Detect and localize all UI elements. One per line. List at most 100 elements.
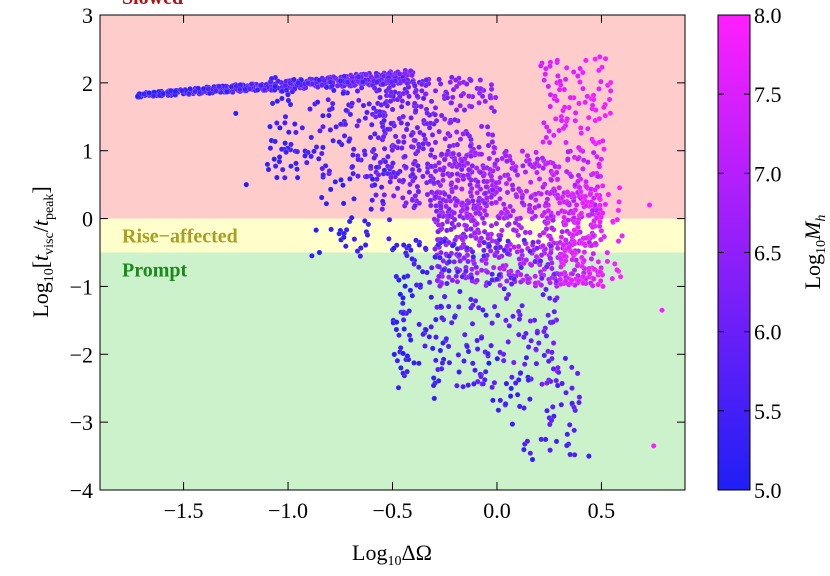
data-point: [591, 195, 597, 201]
data-point: [560, 125, 567, 132]
data-point: [424, 169, 431, 176]
data-point: [449, 94, 456, 101]
data-point: [400, 113, 407, 120]
data-point: [527, 229, 533, 236]
data-point: [370, 105, 377, 111]
data-point: [528, 194, 534, 200]
data-point: [398, 145, 405, 151]
data-point: [592, 186, 599, 193]
data-point: [460, 172, 467, 179]
data-point: [584, 93, 591, 100]
data-point: [586, 114, 592, 121]
data-point: [507, 212, 514, 219]
data-point: [477, 169, 484, 176]
data-point: [482, 190, 489, 196]
data-point: [285, 97, 292, 104]
data-point: [503, 380, 510, 387]
data-point: [456, 151, 462, 158]
data-point: [406, 189, 413, 195]
data-point: [507, 203, 513, 210]
data-point: [409, 171, 416, 178]
data-point: [401, 326, 408, 332]
data-point: [373, 164, 380, 171]
data-point: [343, 107, 349, 114]
data-point: [464, 205, 470, 212]
data-point: [432, 193, 439, 200]
data-point: [323, 84, 330, 91]
data-point: [394, 170, 401, 177]
data-point: [550, 319, 556, 325]
data-point: [465, 199, 472, 206]
data-point: [518, 279, 524, 285]
data-point: [546, 128, 552, 134]
data-point: [562, 76, 569, 83]
data-point: [607, 110, 614, 116]
data-point: [440, 340, 446, 346]
data-point: [454, 141, 461, 148]
y-tick-label: −4: [70, 478, 93, 503]
data-point: [582, 235, 589, 241]
data-point: [459, 158, 465, 164]
data-point: [323, 200, 330, 207]
data-point: [446, 274, 452, 280]
data-point: [302, 153, 308, 159]
data-point: [332, 178, 339, 185]
data-point: [432, 139, 439, 146]
data-point: [521, 361, 528, 368]
data-point: [561, 208, 568, 215]
data-point: [281, 174, 288, 181]
data-point: [527, 248, 533, 255]
data-point: [458, 186, 465, 192]
data-point: [436, 128, 442, 135]
data-point: [449, 242, 456, 249]
data-point: [543, 124, 550, 130]
data-point: [389, 106, 396, 113]
data-point: [316, 249, 323, 256]
data-point: [313, 227, 319, 233]
data-point: [558, 401, 565, 408]
data-point: [179, 87, 185, 94]
data-point: [461, 331, 468, 338]
data-point: [288, 163, 294, 169]
data-point: [547, 255, 554, 262]
data-point: [599, 182, 606, 189]
data-point: [496, 272, 503, 278]
data-point: [362, 115, 369, 121]
data-point: [489, 187, 496, 193]
data-point: [578, 125, 584, 131]
data-point: [541, 77, 548, 83]
data-point: [454, 268, 461, 275]
data-point: [581, 240, 588, 247]
data-point: [491, 379, 498, 386]
data-point: [362, 242, 369, 248]
data-point: [583, 57, 589, 64]
data-point: [326, 168, 333, 174]
data-point: [307, 106, 313, 112]
data-point: [519, 148, 526, 154]
data-point: [560, 241, 567, 248]
data-point: [536, 163, 542, 169]
data-point: [359, 79, 366, 85]
data-point: [433, 334, 439, 340]
data-point: [540, 291, 546, 298]
data-point: [212, 88, 219, 94]
data-point: [545, 312, 551, 319]
data-point: [354, 248, 361, 254]
data-point: [575, 178, 581, 185]
data-point: [271, 156, 278, 162]
data-point: [408, 143, 415, 150]
data-point: [437, 283, 443, 289]
data-point: [393, 273, 400, 280]
data-point: [432, 316, 439, 323]
data-point: [554, 57, 561, 64]
data-point: [450, 150, 457, 157]
data-point: [355, 74, 362, 80]
data-point: [279, 95, 285, 102]
data-point: [578, 188, 584, 195]
data-point: [532, 258, 538, 265]
data-point: [438, 365, 445, 372]
data-point: [439, 360, 446, 366]
data-point: [319, 165, 326, 172]
data-point: [591, 276, 597, 282]
data-point: [443, 151, 450, 158]
